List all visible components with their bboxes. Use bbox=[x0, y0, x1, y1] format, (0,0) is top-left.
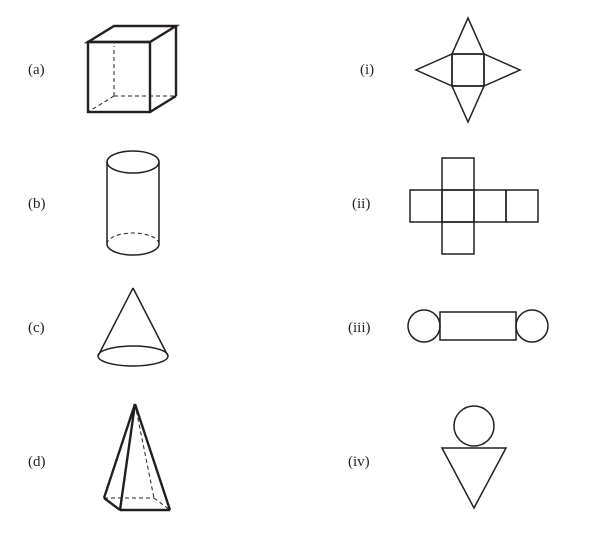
label-ii: (ii) bbox=[352, 196, 370, 213]
cube-shape bbox=[80, 18, 190, 118]
cylinder-shape bbox=[98, 148, 168, 258]
label-iv: (iv) bbox=[348, 454, 370, 471]
cone-net-shape bbox=[434, 404, 514, 514]
cone-shape bbox=[88, 282, 178, 372]
cross-net-shape bbox=[404, 154, 544, 256]
cylinder-net-shape bbox=[404, 302, 552, 350]
label-b: (b) bbox=[28, 196, 46, 213]
star-net-shape bbox=[408, 10, 528, 130]
label-d: (d) bbox=[28, 454, 46, 471]
label-i: (i) bbox=[360, 62, 374, 79]
label-c: (c) bbox=[28, 320, 45, 337]
label-iii: (iii) bbox=[348, 320, 371, 337]
label-a: (a) bbox=[28, 62, 45, 79]
pyramid-shape bbox=[90, 398, 180, 518]
